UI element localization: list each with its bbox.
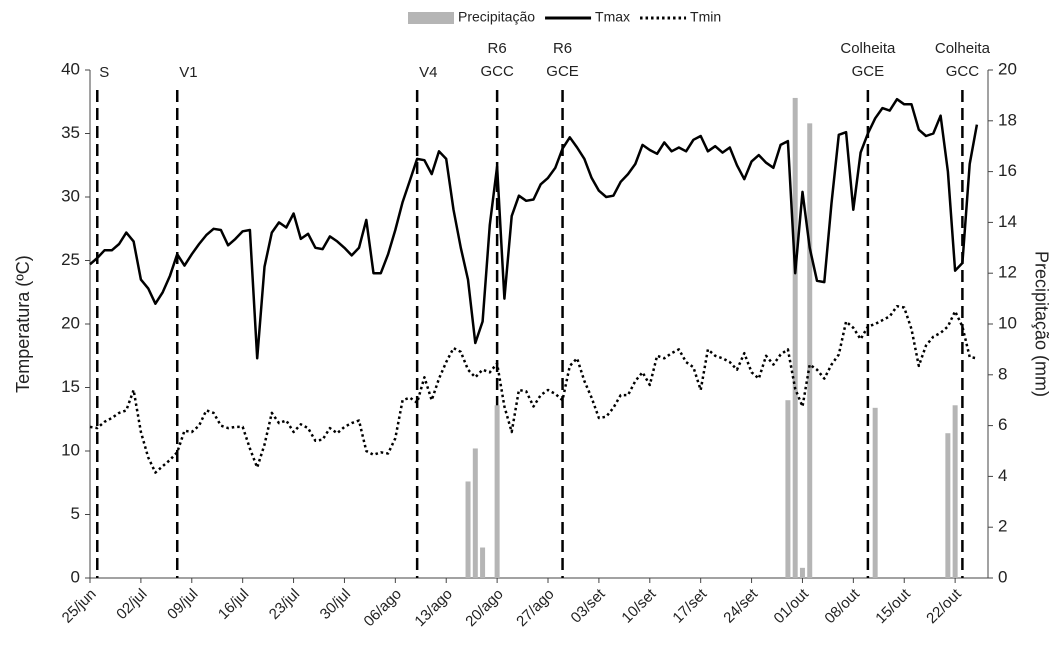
y2-tick-label: 10 (998, 313, 1017, 332)
line-solid (89, 97, 979, 360)
stage-label: GCE (852, 63, 885, 80)
x-tick-label: 10/set (619, 585, 661, 627)
stage-label: Colheita (840, 40, 896, 57)
x-tick-label: 22/out (923, 585, 965, 627)
x-tick-label: 20/ago (462, 586, 506, 630)
precip-bar (872, 407, 878, 578)
precip-bar (952, 405, 958, 578)
precip-bar (480, 547, 486, 578)
y-tick-label: 15 (61, 377, 80, 396)
x-tick-label: 25/jun (59, 586, 100, 627)
x-tick-label: 27/ago (513, 586, 557, 630)
precip-bar (792, 97, 798, 578)
y2-tick-label: 8 (998, 364, 1007, 383)
x-tick-label: 24/set (720, 585, 762, 627)
x-tick-label: 13/ago (411, 586, 455, 630)
stage-label: S (99, 64, 109, 81)
y2-tick-label: 2 (998, 517, 1007, 536)
y2-tick-label: 18 (998, 110, 1017, 129)
x-tick-label: 15/out (872, 585, 914, 627)
stage-label: Colheita (935, 40, 991, 57)
stage-label: R6 (488, 40, 507, 57)
y-tick-label: 40 (61, 59, 80, 78)
y2-axis-label: Precipitação (mm) (1031, 251, 1051, 397)
x-tick-label: 03/set (568, 585, 610, 627)
x-tick-label: 06/ago (361, 586, 405, 630)
x-tick-label: 30/jul (317, 586, 354, 623)
precip-bar (472, 448, 478, 578)
x-tick-label: 02/jul (113, 586, 150, 623)
precip-bar (465, 481, 471, 578)
x-tick-label: 01/out (771, 585, 813, 627)
y2-tick-label: 6 (998, 415, 1007, 434)
stage-label: GCE (546, 63, 579, 80)
y-tick-label: 0 (71, 567, 80, 586)
y2-tick-label: 4 (998, 466, 1007, 485)
y-tick-label: 35 (61, 123, 80, 142)
y2-tick-label: 0 (998, 567, 1007, 586)
precip-bar (785, 400, 791, 578)
precip-bar (945, 433, 951, 578)
legend-label: Precipitação (458, 9, 535, 25)
precip-bar (494, 405, 500, 578)
y-axis-label: Temperatura (ºC) (13, 255, 33, 393)
y-tick-label: 5 (71, 504, 80, 523)
y2-tick-label: 16 (998, 161, 1017, 180)
precip-bar (799, 567, 805, 578)
legend-label: Tmin (690, 9, 721, 25)
x-tick-label: 09/jul (164, 586, 201, 623)
precip-bar (807, 123, 813, 578)
stage-label: V4 (419, 64, 437, 81)
y-tick-label: 25 (61, 250, 80, 269)
line-dotted (89, 304, 978, 474)
y2-tick-label: 12 (998, 263, 1017, 282)
y-tick-label: 20 (61, 313, 80, 332)
x-tick-label: 23/jul (266, 586, 303, 623)
stage-label: GCC (480, 63, 514, 80)
y2-tick-label: 20 (998, 59, 1017, 78)
legend-swatch (408, 12, 454, 24)
y-tick-label: 10 (61, 440, 80, 459)
x-tick-label: 17/set (669, 585, 711, 627)
stage-label: GCC (946, 63, 980, 80)
stage-label: V1 (179, 64, 197, 81)
y2-tick-label: 14 (998, 212, 1017, 231)
x-tick-label: 08/out (821, 585, 863, 627)
stage-label: R6 (553, 40, 572, 57)
x-tick-label: 16/jul (215, 586, 252, 623)
legend-label: Tmax (595, 9, 630, 25)
y-tick-label: 30 (61, 186, 80, 205)
